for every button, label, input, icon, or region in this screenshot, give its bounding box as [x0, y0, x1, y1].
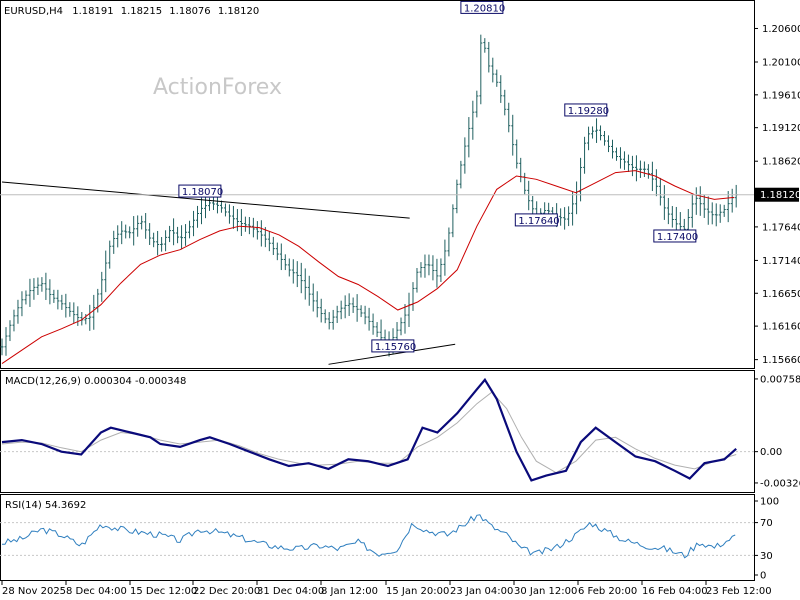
macd-tick-label: 0.00: [760, 447, 782, 458]
macd-tick-label: 0.007585: [760, 374, 800, 385]
price-annotation: 1.20810: [464, 3, 505, 14]
symbol-label: EURUSD,H4: [4, 6, 63, 17]
time-tick-label: 15 Jan 20:00: [386, 586, 449, 597]
time-tick-label: 23 Feb 12:00: [706, 586, 772, 597]
rsi-line: [1, 514, 736, 559]
rsi-tick-label: 0: [760, 571, 766, 582]
rsi-axis: 100 70 30 0: [0, 497, 779, 582]
price-tick-label: 1.18620: [762, 157, 800, 168]
low-value: 1.18076: [169, 6, 210, 17]
high-value: 1.18215: [121, 6, 162, 17]
macd-title: MACD(12,26,9) 0.000304 -0.000348: [5, 376, 186, 387]
price-annotations: 1.20810 1.19280 1.18070 1.17640 1.17400 1.157…: [178, 0, 698, 353]
rsi-title: RSI(14) 54.3692: [5, 500, 86, 511]
price-tick-label: 1.16650: [762, 289, 800, 300]
price-annotation: 1.17640: [518, 216, 559, 227]
current-price-tag-label: 1.18120: [760, 190, 800, 201]
price-tick-label: 1.19610: [762, 90, 800, 101]
svg-text:EURUSD,H4 1.18191: EURUSD,H4 1.18191 1.18215 1.18076 1.1812…: [4, 6, 259, 17]
rsi-tick-label: 30: [760, 551, 773, 562]
price-annotation-box: [514, 213, 558, 227]
price-annotation-box: [371, 339, 415, 353]
rsi-tick-label: 70: [760, 518, 773, 529]
price-tick-label: 1.17640: [762, 222, 800, 233]
price-annotation: 1.18070: [182, 187, 223, 198]
rsi-panel: [0, 494, 755, 581]
price-tick-label: 1.15660: [762, 355, 800, 366]
time-tick-label: 8 Dec 04:00: [66, 586, 127, 597]
time-tick-label: 31 Dec 04:00: [257, 586, 324, 597]
price-tick-label: 1.20100: [762, 57, 800, 68]
current-price-tag: [755, 187, 799, 202]
trendlines: [1, 181, 456, 365]
time-tick-label: 22 Dec 20:00: [193, 586, 260, 597]
price-annotation-box: [178, 184, 222, 198]
price-panel: [0, 0, 755, 369]
rsi-tick-label: 100: [760, 497, 779, 508]
time-tick-label: 8 Jan 12:00: [321, 586, 378, 597]
open-value: 1.18191: [72, 6, 113, 17]
price-axis: 1.20600 1.20100 1.19610 1.19120 1.18620 1.176…: [754, 24, 800, 366]
price-annotation-box: [460, 0, 504, 14]
price-tick-label: 1.20600: [762, 24, 800, 35]
time-tick-label: 16 Feb 04:00: [642, 586, 708, 597]
trendline: [1, 181, 410, 219]
time-tick-label: 6 Feb 20:00: [578, 586, 637, 597]
time-tick-label: 23 Jan 04:00: [450, 586, 513, 597]
price-annotation-box: [653, 229, 697, 243]
time-tick-label: 15 Dec 12:00: [130, 586, 197, 597]
chart-header: EURUSD,H4 1.18191 1.18215 1.18076 1.1812…: [4, 6, 259, 17]
price-tick-label: 1.17140: [762, 256, 800, 267]
time-tick-label: 30 Jan 12:00: [514, 586, 577, 597]
macd-line: [1, 377, 737, 482]
macd-panel: [0, 370, 755, 493]
trendline: [328, 343, 456, 365]
moving-average-line: [1, 170, 735, 365]
price-bars: [0, 34, 738, 357]
time-tick-label: 28 Nov 2025: [2, 586, 66, 597]
price-tick-label: 1.16160: [762, 322, 800, 333]
watermark: ActionForex: [153, 75, 282, 100]
close-value: 1.18120: [218, 6, 259, 17]
macd-tick-label: -0.003264: [760, 478, 800, 489]
price-annotation-box: [564, 103, 608, 117]
price-tick-label: 1.19120: [762, 123, 800, 134]
price-annotation: 1.19280: [568, 106, 609, 117]
price-annotation: 1.17400: [657, 232, 698, 243]
price-annotation: 1.15760: [375, 342, 416, 353]
